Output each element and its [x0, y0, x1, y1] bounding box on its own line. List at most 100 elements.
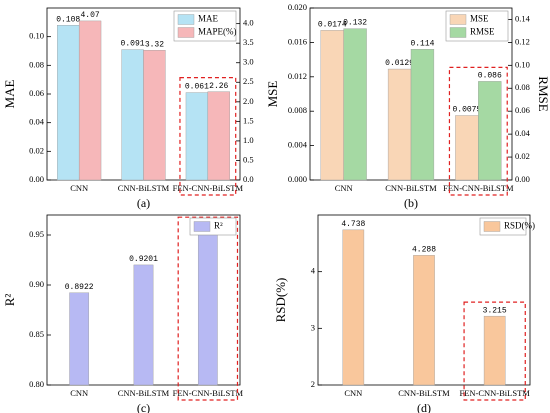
highlight-box [463, 301, 526, 401]
y2-tick-label: 0.5 [243, 154, 254, 164]
legend-label: R² [214, 221, 223, 231]
y-tick-label: 4 [311, 266, 316, 276]
value-label: 0.114 [410, 39, 434, 48]
bar [57, 25, 80, 181]
value-label: 4.288 [412, 245, 436, 254]
legend-swatch [449, 14, 467, 25]
y2-tick-label: 0.10 [515, 59, 530, 69]
bar [69, 292, 90, 386]
y-axis-label: MAE [2, 79, 17, 108]
bar [343, 28, 367, 181]
bar [483, 315, 506, 386]
y2-tick-label: 0.02 [515, 151, 530, 161]
x-tick-label: CNN [70, 183, 88, 193]
value-label: 4.07 [81, 11, 100, 20]
y-tick-label: 2 [311, 379, 315, 389]
legend-swatch [449, 27, 467, 38]
y-tick-label: 0.012 [288, 71, 307, 81]
y-tick-label: 0.06 [29, 88, 44, 98]
y2-tick-label: 0.06 [515, 105, 530, 115]
y2-tick-label: 0.08 [515, 82, 530, 92]
x-tick-label: CNN [70, 388, 88, 398]
y-tick-label: 0.016 [288, 36, 307, 46]
y-tick-label: 0.000 [288, 174, 307, 184]
value-label: 0.0174 [318, 20, 347, 29]
value-label: 3.215 [483, 306, 507, 315]
value-label: 0.061 [185, 83, 209, 92]
x-tick-label: CNN [344, 388, 362, 398]
y-tick-label: 0.80 [29, 379, 44, 389]
value-label: 0.086 [478, 71, 502, 80]
y-tick-label: 0.020 [288, 2, 307, 12]
legend-label: MAPE(%) [198, 27, 237, 37]
x-tick-label: CNN-BiLSTM [398, 388, 450, 398]
y2-tick-label: 2.0 [243, 96, 254, 106]
y-tick-label: 0.85 [29, 329, 44, 339]
highlight-box [177, 216, 239, 401]
y-tick-label: 0.00 [29, 174, 44, 184]
y-tick-label: 0.95 [29, 229, 44, 239]
legend-swatch [177, 27, 195, 38]
bar [143, 50, 166, 181]
value-label: 0.0129 [385, 59, 414, 68]
y2-tick-label: 2.5 [243, 76, 254, 86]
bar [413, 255, 435, 386]
caption: (c) [137, 401, 150, 413]
y-tick-label: 0.004 [288, 140, 308, 150]
legend-swatch [177, 14, 195, 25]
x-tick-label: FEN-CNN-BiLSTM [173, 183, 244, 193]
y2-tick-label: 0.12 [515, 36, 530, 46]
bar [121, 49, 144, 181]
value-label: 0.0075 [452, 106, 481, 115]
bar [78, 20, 102, 181]
y2-tick-label: 1.5 [243, 115, 254, 125]
bar [455, 115, 479, 181]
bar [207, 91, 230, 181]
y2-tick-label: 0.00 [515, 174, 530, 184]
caption: (b) [404, 196, 418, 210]
highlight-box [179, 77, 237, 196]
y-axis-label: RSD(%) [273, 278, 288, 323]
y-tick-label: 0.008 [288, 105, 307, 115]
caption: (d) [417, 401, 431, 413]
bar [133, 264, 154, 386]
bar [320, 30, 344, 181]
y2-tick-label: 0.14 [515, 13, 531, 23]
y-tick-label: 0.08 [29, 59, 44, 69]
value-label: 0.091 [121, 40, 145, 49]
legend-label: MSE [470, 14, 489, 24]
y-tick-label: 0.02 [29, 145, 44, 155]
y2-tick-label: 1.0 [243, 135, 254, 145]
bar [387, 68, 412, 181]
y2-tick-label: 3.0 [243, 57, 254, 67]
y-tick-label: 0.04 [29, 117, 45, 127]
x-tick-label: CNN-BiLSTM [118, 183, 170, 193]
y-tick-label: 3 [311, 322, 315, 332]
caption: (a) [137, 196, 150, 210]
value-label: 0.8922 [65, 283, 94, 292]
x-tick-label: FEN-CNN-BiLSTM [459, 388, 530, 398]
x-tick-label: FEN-CNN-BiLSTM [443, 183, 514, 193]
value-label: 2.26 [209, 82, 228, 91]
legend-swatch [193, 221, 211, 232]
value-label: 3.32 [145, 40, 164, 49]
y2-tick-label: 0.04 [515, 128, 531, 138]
y2-tick-label: 0.0 [243, 174, 254, 184]
bar [185, 92, 209, 181]
highlight-box [448, 66, 508, 196]
value-label: 0.9201 [129, 255, 158, 264]
bar [410, 49, 435, 181]
x-tick-label: CNN-BiLSTM [385, 183, 437, 193]
y2-axis-label: RMSE [536, 76, 550, 111]
y-tick-label: 0.90 [29, 279, 44, 289]
y2-tick-label: 4.0 [243, 18, 254, 28]
legend-label: MAE [198, 14, 219, 24]
y-tick-label: 0.10 [29, 31, 44, 41]
value-label: 0.132 [343, 19, 367, 28]
value-label: 0.108 [56, 15, 80, 24]
x-tick-label: CNN [335, 183, 353, 193]
y-axis-label: MSE [265, 81, 280, 108]
value-label: 4.738 [341, 220, 365, 229]
x-tick-label: CNN-BiLSTM [118, 388, 170, 398]
